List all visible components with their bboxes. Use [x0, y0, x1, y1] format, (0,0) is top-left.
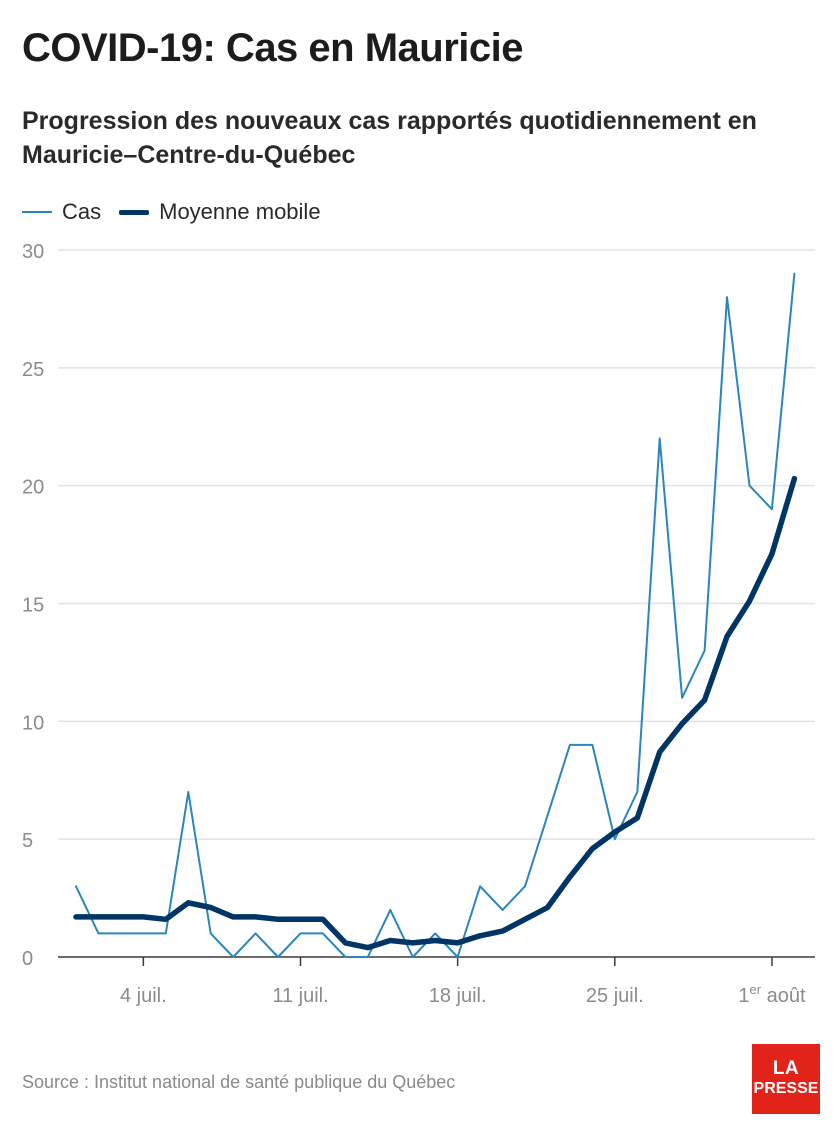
x-tick-label-3: 4 juil.	[120, 985, 167, 1007]
legend-swatch-cas	[22, 211, 52, 213]
x-tick-label-10: 11 juil.	[272, 985, 328, 1007]
x-tick-label-31: 1er août	[738, 982, 806, 1007]
x-tick-label-24: 25 juil.	[586, 985, 644, 1007]
logo-line-2: PRESSE	[753, 1080, 819, 1097]
x-tick-label-17: 18 juil.	[429, 985, 487, 1007]
la-presse-logo: LA PRESSE	[752, 1044, 820, 1114]
series-line-cas	[75, 272, 796, 958]
legend: Cas Moyenne mobile	[22, 198, 339, 226]
chart-subtitle: Progression des nouveaux cas rapportés q…	[22, 107, 757, 169]
legend-item-cas: Cas	[22, 199, 101, 225]
y-tick-label-15: 15	[22, 595, 44, 617]
y-tick-label-30: 30	[22, 241, 44, 263]
y-tick-label-20: 20	[22, 477, 44, 499]
y-tick-label-5: 5	[22, 830, 33, 852]
legend-item-moyenne-mobile: Moyenne mobile	[119, 199, 321, 225]
logo-line-1: LA	[772, 1058, 800, 1079]
y-tick-label-0: 0	[22, 948, 33, 970]
series-line-moyenne-mobile	[73, 475, 798, 951]
legend-swatch-moyenne-mobile	[119, 209, 150, 215]
legend-label-cas: Cas	[62, 199, 102, 224]
legend-label-moyenne-mobile: Moyenne mobile	[159, 199, 321, 224]
y-tick-label-25: 25	[22, 359, 44, 381]
chart-title: COVID-19: Cas en Mauricie	[22, 26, 524, 70]
line-chart: 0 5 10 15 20 25 30 4 juil. 11 juil. 18 juil. 25 ju…	[22, 241, 815, 1007]
y-tick-label-10: 10	[22, 712, 44, 734]
source-note: Source : Institut national de santé publ…	[22, 1072, 456, 1092]
